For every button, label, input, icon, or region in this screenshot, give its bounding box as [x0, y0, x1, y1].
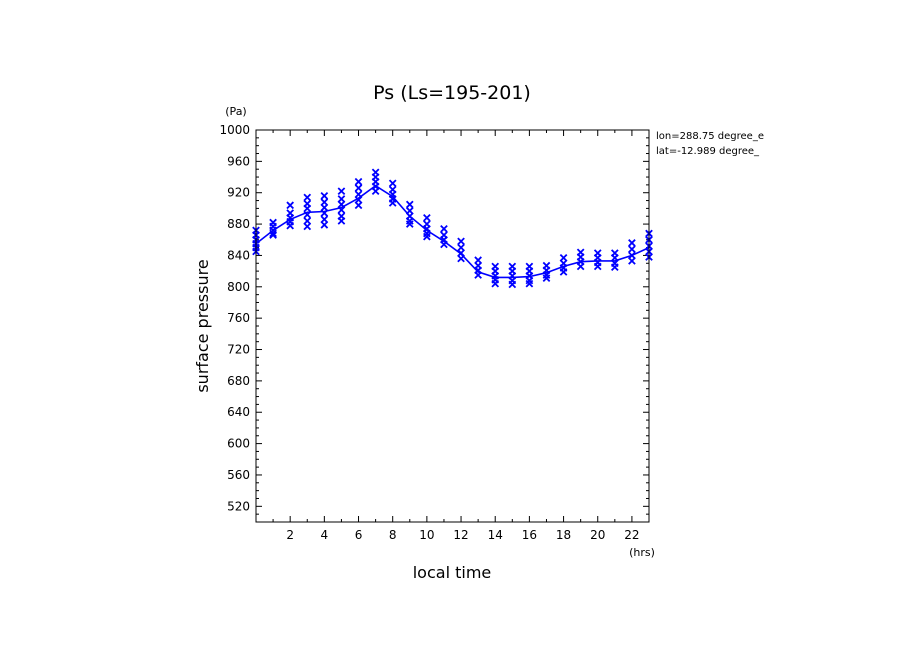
scatter-point: [337, 217, 346, 225]
scatter-point: [525, 279, 534, 288]
y-tick-label: 880: [227, 217, 250, 231]
scatter-point: [405, 200, 414, 209]
scatter-point: [628, 239, 636, 247]
annotation-lat: lat=-12.989 degree_: [656, 146, 760, 157]
scatter-point: [303, 204, 312, 213]
x-tick-label: 16: [522, 528, 537, 542]
x-tick-label: 18: [556, 528, 571, 542]
x-axis-label: local time: [413, 563, 492, 582]
x-tick-label: 10: [419, 528, 434, 542]
y-tick-label: 720: [227, 343, 250, 357]
y-axis-label: surface pressure: [193, 259, 212, 392]
y-tick-label: 680: [227, 374, 250, 388]
scatter-point: [457, 237, 465, 246]
scatter-point: [491, 279, 500, 288]
scatter-point: [303, 210, 312, 219]
x-tick-label: 12: [453, 528, 468, 542]
y-tick-label: 840: [227, 248, 250, 262]
x-tick-label: 22: [624, 528, 639, 542]
y-tick-label: 640: [227, 405, 250, 419]
scatter-point: [320, 192, 329, 200]
scatter-point: [593, 262, 602, 271]
plot-frame: [255, 129, 650, 523]
scatter-point: [354, 184, 363, 192]
scatter-point: [337, 206, 346, 214]
scatter-point: [337, 187, 346, 195]
scatter-point: [423, 213, 431, 222]
scatter-point: [405, 220, 414, 228]
y-tick-label: 520: [227, 499, 250, 513]
scatter-point: [542, 274, 551, 283]
scatter-point: [354, 177, 363, 186]
annotation-mask: [780, 125, 820, 165]
y-unit-label: (Pa): [225, 105, 246, 118]
chart-title: Ps (Ls=195-201): [373, 82, 531, 104]
y-tick-label: 920: [227, 186, 250, 200]
scatter-point: [440, 224, 448, 233]
y-tick-label: 1000: [219, 123, 250, 137]
scatter-point: [457, 254, 465, 263]
scatter-point: [269, 231, 277, 239]
y-tick-label: 800: [227, 280, 250, 294]
x-tick-label: 6: [355, 528, 363, 542]
y-tick-label: 560: [227, 468, 250, 482]
series-mean-line: [255, 184, 650, 279]
scatter-point: [269, 229, 277, 238]
scatter-point: [628, 245, 636, 254]
scatter-point: [559, 268, 568, 276]
x-unit-label: (hrs): [629, 546, 655, 559]
scatter-point: [303, 222, 312, 231]
annotation-lon: lon=288.75 degree_e: [656, 131, 764, 142]
scatter-point: [628, 257, 636, 265]
y-tick-label: 600: [227, 437, 250, 451]
scatter-point: [388, 179, 397, 188]
scatter-point: [320, 209, 329, 217]
data-layer: [252, 168, 653, 289]
scatter-point: [576, 262, 585, 271]
scatter-point: [286, 201, 295, 210]
scatter-point: [474, 271, 482, 279]
x-tick-label: 4: [321, 528, 329, 542]
scatter-point: [423, 232, 431, 241]
scatter-point: [440, 240, 448, 249]
y-tick-label: 760: [227, 311, 250, 325]
x-tick-label: 8: [389, 528, 397, 542]
scatter-point: [371, 187, 380, 195]
scatter-point: [320, 221, 329, 229]
scatter-point: [286, 221, 295, 230]
x-tick-label: 2: [286, 528, 294, 542]
y-tick-label: 960: [227, 154, 250, 168]
scatter-point: [508, 280, 517, 289]
scatter-point: [610, 263, 619, 272]
scatter-point: [303, 193, 312, 202]
x-tick-label: 14: [488, 528, 503, 542]
scatter-point: [388, 199, 397, 207]
x-tick-label: 20: [590, 528, 605, 542]
scatter-point: [354, 201, 363, 210]
